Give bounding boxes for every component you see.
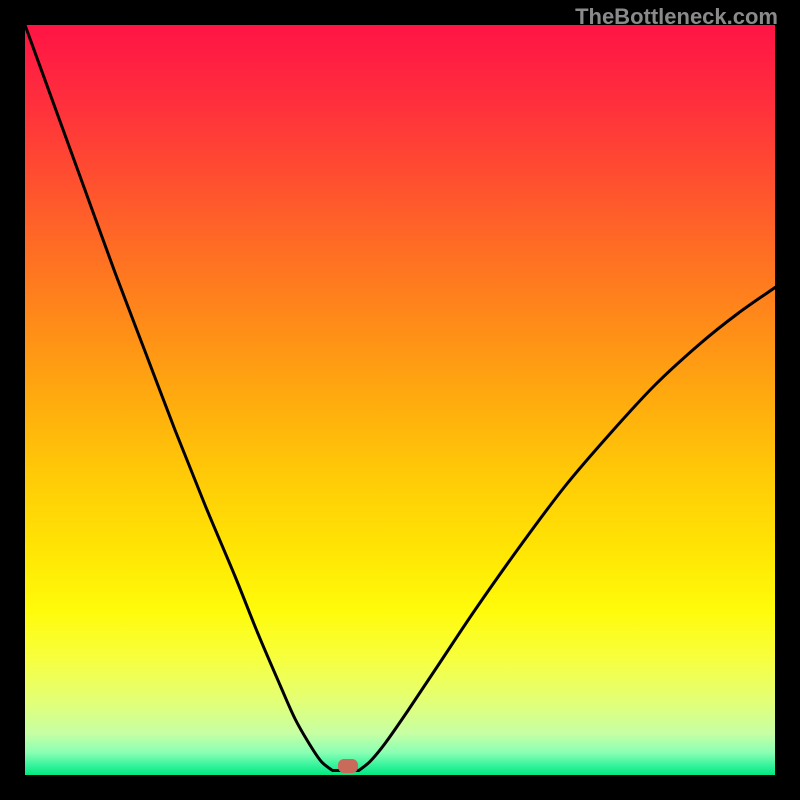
chart-frame: TheBottleneck.com [0, 0, 800, 800]
watermark-text: TheBottleneck.com [575, 4, 778, 30]
bottleneck-curve [25, 25, 775, 775]
optimal-point-marker [338, 759, 358, 773]
plot-area [25, 25, 775, 775]
